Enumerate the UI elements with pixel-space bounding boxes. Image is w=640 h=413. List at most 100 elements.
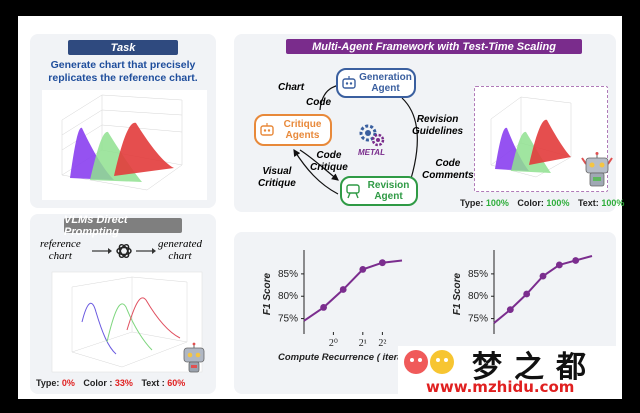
task-description-line1: Generate chart that precisely bbox=[50, 59, 196, 71]
y-axis-label: F1 Score bbox=[452, 272, 463, 315]
code-critique-line1: Code bbox=[316, 150, 342, 161]
generated-line-green bbox=[106, 303, 153, 351]
watermark-url: www.mzhidu.com bbox=[426, 378, 575, 396]
generated-chart-3d bbox=[51, 271, 203, 373]
visual-critique-line2: Critique bbox=[258, 178, 296, 189]
framework-color-label: Color: bbox=[517, 198, 544, 208]
revision-agent-line1: Revision bbox=[367, 179, 410, 191]
f1-point bbox=[523, 290, 531, 298]
framework-text-value: 100% bbox=[601, 198, 625, 208]
figure-canvas: Task Generate chart that precisely repli… bbox=[18, 16, 624, 399]
generated-line-purple bbox=[81, 302, 117, 355]
reference-chart-label: reference chart bbox=[40, 238, 81, 262]
reference-label-line2: chart bbox=[48, 250, 72, 262]
code-comments-line2: Comments bbox=[422, 170, 474, 181]
f1-series-line bbox=[493, 255, 593, 324]
label-visual-critique: Visual Critique bbox=[258, 166, 296, 190]
direct-prompting-title: VLMs Direct Prompting bbox=[64, 213, 128, 238]
y-tick-label: 75% bbox=[278, 314, 298, 325]
direct-text-value: 60% bbox=[167, 378, 186, 388]
y-tick-label: 85% bbox=[468, 269, 488, 280]
revision-robot-icon bbox=[346, 184, 360, 199]
label-chart: Chart bbox=[278, 82, 305, 93]
direct-text-label: Text : bbox=[141, 378, 165, 388]
generated-label-line1: generated bbox=[158, 238, 202, 250]
arrow-right-icon-2 bbox=[136, 248, 156, 254]
watermark: 梦之都 www.mzhidu.com bbox=[398, 346, 622, 399]
direct-prompting-panel: VLMs Direct Prompting reference chart ge… bbox=[30, 214, 216, 394]
arrow-right-icon bbox=[92, 248, 112, 254]
framework-type-value: 100% bbox=[485, 198, 509, 208]
watermark-logo-icon bbox=[404, 350, 454, 374]
watermark-brand: 梦之都 bbox=[472, 350, 598, 385]
task-title: Task bbox=[110, 41, 136, 54]
generation-agent: Generation Agent bbox=[336, 68, 416, 98]
y-tick-label: 75% bbox=[468, 314, 488, 325]
task-header: Task bbox=[68, 40, 178, 55]
task-panel: Task Generate chart that precisely repli… bbox=[30, 34, 216, 208]
critique-agents: Critique Agents bbox=[254, 114, 332, 146]
critique-robot-icon bbox=[260, 123, 274, 136]
gears-icon bbox=[359, 124, 385, 147]
x-tick-label: 2⁰ bbox=[329, 338, 338, 349]
visual-critique-line1: Visual bbox=[262, 166, 292, 177]
task-description: Generate chart that precisely replicates… bbox=[30, 59, 216, 85]
code-critique-line2: Critique bbox=[310, 162, 348, 173]
f1-point bbox=[506, 306, 514, 314]
generated-line-red bbox=[126, 297, 181, 339]
y-tick-label: 80% bbox=[468, 291, 488, 302]
f1-point bbox=[379, 259, 386, 267]
critique-agent-line2: Agents bbox=[285, 130, 320, 141]
framework-type-label: Type: bbox=[460, 198, 484, 208]
generation-agent-line1: Generation bbox=[359, 71, 412, 83]
framework-panel: Multi-Agent Framework with Test-Time Sca… bbox=[234, 34, 624, 212]
f1-series-line bbox=[303, 259, 403, 322]
f1-point bbox=[555, 261, 563, 269]
result-surface-green bbox=[511, 131, 551, 173]
f1-point bbox=[339, 286, 347, 293]
result-chart-3d bbox=[490, 96, 572, 178]
y-tick-label: 85% bbox=[278, 269, 298, 280]
revision-guidelines-line1: Revision bbox=[416, 114, 459, 125]
framework-result-box bbox=[474, 86, 608, 192]
framework-header: Multi-Agent Framework with Test-Time Sca… bbox=[286, 39, 582, 54]
x-tick-label: 2¹ bbox=[359, 338, 367, 349]
task-description-line2: replicates the reference chart. bbox=[48, 72, 198, 84]
framework-color-value: 100% bbox=[546, 198, 570, 208]
f1-point bbox=[572, 257, 580, 264]
direct-prompting-header: VLMs Direct Prompting bbox=[64, 214, 182, 238]
reference-label-line1: reference bbox=[40, 238, 81, 250]
label-code: Code bbox=[306, 97, 331, 108]
y-axis-label: F1 Score bbox=[262, 272, 273, 315]
direct-color-value: 33% bbox=[114, 378, 133, 388]
openai-logo-icon bbox=[116, 243, 132, 259]
scaling-plot-right: 75% 80% 85% F1 Score bbox=[452, 250, 593, 334]
direct-type-value: 0% bbox=[61, 378, 75, 388]
reference-chart-3d bbox=[42, 90, 207, 200]
code-comments-line1: Code bbox=[435, 158, 461, 169]
f1-point bbox=[359, 266, 367, 273]
framework-title: Multi-Agent Framework with Test-Time Sca… bbox=[312, 40, 556, 53]
metal-label: METAL bbox=[358, 148, 385, 157]
f1-point bbox=[320, 304, 327, 311]
f1-point bbox=[539, 272, 547, 280]
revision-guidelines-line2: Guidelines bbox=[412, 126, 464, 137]
result-surface-red bbox=[529, 119, 571, 165]
generated-label-line2: chart bbox=[168, 250, 192, 262]
generated-chart-label: generated chart bbox=[158, 238, 202, 262]
label-revision-guidelines: Revision Guidelines bbox=[412, 114, 463, 138]
label-code-comments: Code Comments bbox=[422, 158, 474, 182]
framework-scores: Type: 100% Color: 100% Text: 100% bbox=[460, 198, 624, 208]
critique-agent-line1: Critique bbox=[283, 118, 322, 130]
robot-icon bbox=[342, 76, 356, 89]
sad-robot-icon bbox=[183, 342, 205, 373]
revision-agent-line2: Agent bbox=[374, 191, 403, 202]
reference-surface-red bbox=[114, 122, 174, 176]
generation-agent-line2: Agent bbox=[371, 83, 400, 94]
framework-text-label: Text: bbox=[577, 198, 599, 208]
happy-robot-icon bbox=[581, 152, 613, 187]
scaling-plot-left: 75% 80% 85% F1 Score 2⁰ 2¹ 2² Compute Recurrenc… bbox=[262, 250, 407, 363]
revision-agent: Revision Agent bbox=[340, 176, 418, 206]
direct-type-label: Type: bbox=[36, 378, 60, 388]
direct-scores: Type: 0% Color : 33% Text : 60% bbox=[36, 378, 185, 388]
